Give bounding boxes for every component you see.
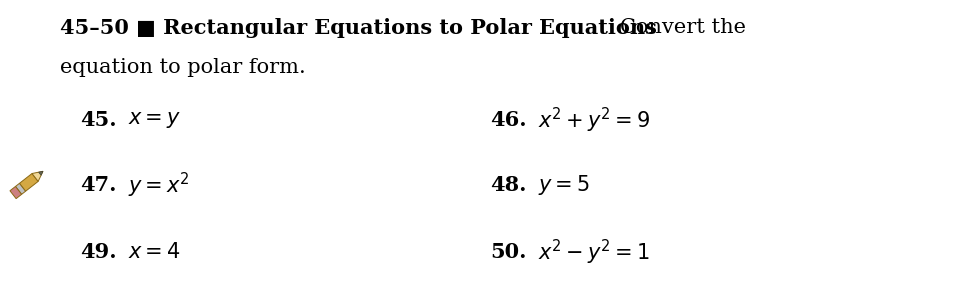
- Polygon shape: [19, 174, 38, 191]
- Text: equation to polar form.: equation to polar form.: [60, 58, 306, 77]
- Text: Convert the: Convert the: [620, 18, 746, 37]
- Text: $x^2 - y^2 = 1$: $x^2 - y^2 = 1$: [538, 237, 650, 267]
- Text: 49.: 49.: [80, 242, 117, 262]
- Polygon shape: [10, 186, 21, 199]
- Text: 47.: 47.: [80, 175, 117, 195]
- Text: $x^2 + y^2 = 9$: $x^2 + y^2 = 9$: [538, 106, 650, 135]
- Text: $x = y$: $x = y$: [128, 110, 181, 130]
- Text: 45.: 45.: [80, 110, 117, 130]
- Polygon shape: [16, 183, 25, 194]
- Polygon shape: [32, 171, 43, 181]
- Polygon shape: [39, 171, 43, 175]
- Text: 50.: 50.: [490, 242, 526, 262]
- Text: $y = x^2$: $y = x^2$: [128, 170, 190, 199]
- Text: 46.: 46.: [490, 110, 526, 130]
- Text: 48.: 48.: [490, 175, 526, 195]
- Text: $y = 5$: $y = 5$: [538, 173, 590, 197]
- Text: $x = 4$: $x = 4$: [128, 242, 181, 262]
- Text: 45–50 ■ Rectangular Equations to Polar Equations: 45–50 ■ Rectangular Equations to Polar E…: [60, 18, 657, 38]
